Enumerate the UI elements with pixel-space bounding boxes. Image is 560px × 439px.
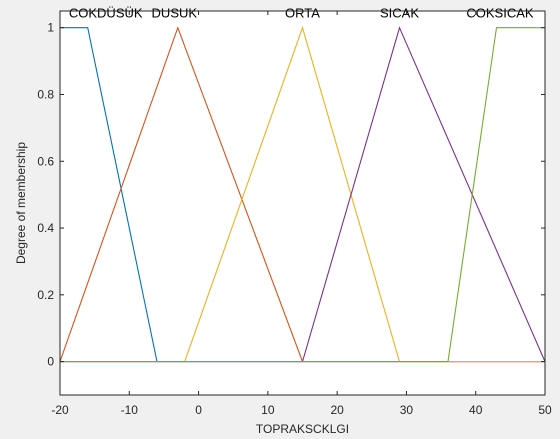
series-label-1: COKDÜSÜK [69,6,143,21]
series-label-4: SICAK [380,6,419,21]
x-tick-label: -20 [51,403,69,417]
x-tick-label: 30 [400,403,414,417]
x-axis-ticks: -20 -10 0 10 20 30 40 50 [51,11,552,417]
y-axis-label: Degree of membership [14,142,28,264]
y-axis-ticks: 0 0.2 0.4 0.6 0.8 1 [37,21,545,369]
x-tick-label: 40 [469,403,483,417]
y-tick-label: 0.6 [37,154,54,168]
x-tick-label: -10 [121,403,139,417]
series-labels: COKDÜSÜK DUSUK ORTA SICAK COKSICAK [69,6,534,21]
plot-frame [59,10,546,396]
series-label-2: DUSUK [152,6,198,21]
x-tick-label: 0 [195,403,202,417]
plot-area [60,11,545,395]
y-tick-label: 0.8 [37,87,54,101]
x-tick-label: 20 [330,403,344,417]
x-tick-label: 10 [261,403,275,417]
series-line-5 [60,27,545,363]
series-layer [59,25,546,363]
x-tick-label: 50 [538,403,552,417]
x-axis-label: TOPRAKSCKLGI [256,422,349,436]
series-label-5: COKSICAK [466,6,534,21]
y-tick-label: 0.2 [37,288,54,302]
y-tick-label: 0.4 [37,221,54,235]
series-label-3: ORTA [285,6,320,21]
y-tick-label: 1 [47,21,54,35]
y-tick-label: 0 [47,355,54,369]
